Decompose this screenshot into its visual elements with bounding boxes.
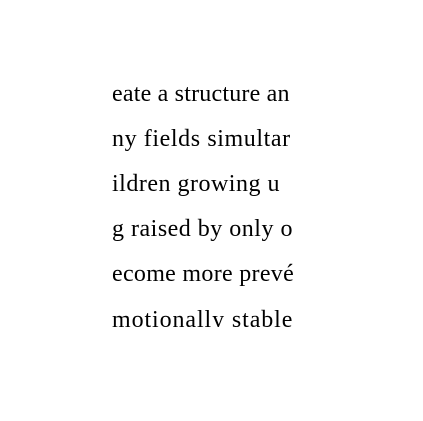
text-line-6: motionally stable: [112, 307, 294, 327]
text-line-1: eate a structure an: [112, 81, 290, 107]
text-line-4: g raised by only o: [112, 216, 293, 242]
cropped-text-block: eate a structure an ny fields simultar i…: [112, 72, 313, 327]
text-line-3: ildren growing u: [112, 171, 280, 197]
text-line-2: ny fields simultar: [112, 126, 291, 152]
text-line-5: ecome more prevé: [112, 261, 295, 287]
